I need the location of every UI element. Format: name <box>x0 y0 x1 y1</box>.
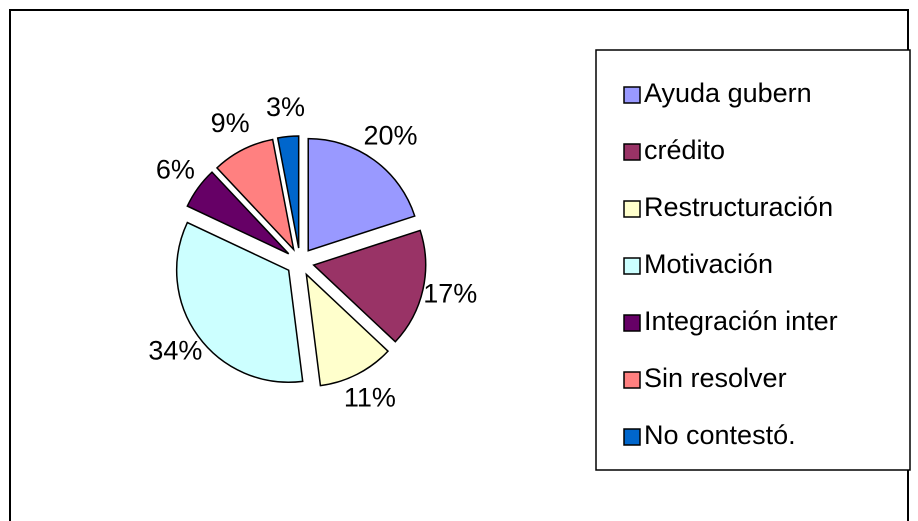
legend-label: Motivación <box>644 249 773 279</box>
legend-swatch <box>623 314 641 332</box>
data-label: 20% <box>363 121 417 151</box>
pie-slice <box>186 171 290 255</box>
pie-slice <box>215 138 295 252</box>
legend-swatch <box>623 428 641 446</box>
data-label: 6% <box>156 155 195 185</box>
legend-label: No contestó. <box>644 420 796 450</box>
legend-label: Ayuda gubern <box>644 78 812 108</box>
pie-slice <box>312 229 427 343</box>
data-label: 9% <box>211 108 250 138</box>
legend-swatch <box>623 143 641 161</box>
data-label: 11% <box>344 382 396 412</box>
legend-label: Restructuración <box>644 192 833 222</box>
pie-slice <box>307 137 416 252</box>
pie-slice <box>305 272 390 387</box>
data-label: 17% <box>423 279 477 309</box>
pie: 20% 17% 11% 34% 6% 9% 3% <box>148 92 477 413</box>
legend-swatch <box>623 200 641 218</box>
legend-swatch <box>623 257 641 275</box>
legend: Ayuda gubern crédito Restructuración Motiva… <box>623 78 838 450</box>
legend-label: Sin resolver <box>644 363 787 393</box>
legend-label: crédito <box>644 135 725 165</box>
legend-swatch <box>623 86 641 104</box>
legend-box <box>595 49 911 471</box>
legend-swatch <box>623 371 641 389</box>
pie-slice <box>276 135 300 249</box>
pie-slice <box>175 221 304 383</box>
data-label: 34% <box>148 336 202 366</box>
legend-label: Integración inter <box>644 306 838 336</box>
data-label: 3% <box>266 92 305 122</box>
